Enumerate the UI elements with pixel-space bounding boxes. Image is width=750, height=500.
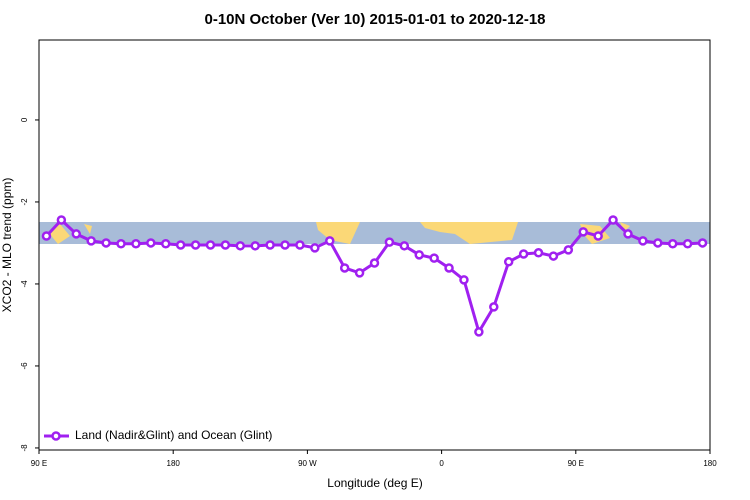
marker <box>41 231 52 241</box>
x-tick-label: 90 E <box>568 459 584 468</box>
marker <box>489 302 499 312</box>
marker <box>86 236 96 246</box>
y-tick-label: -8 <box>20 444 29 452</box>
marker <box>638 236 648 246</box>
marker <box>220 240 231 250</box>
marker <box>653 238 663 248</box>
marker <box>503 257 514 267</box>
x-axis-label: Longitude (deg E) <box>327 476 422 490</box>
marker <box>160 239 171 249</box>
marker <box>175 240 186 250</box>
marker <box>697 238 708 248</box>
marker <box>146 238 156 248</box>
marker <box>414 250 424 260</box>
y-tick-label: -4 <box>20 280 29 288</box>
legend-label: Land (Nadir&Glint) and Ocean (Glint) <box>75 428 272 442</box>
marker <box>71 229 82 239</box>
marker <box>354 268 365 278</box>
y-tick-label: -2 <box>20 198 29 206</box>
marker <box>384 237 395 247</box>
marker <box>250 241 260 251</box>
marker <box>474 327 484 337</box>
x-tick-label: 90 E <box>31 459 47 468</box>
marker <box>310 243 320 253</box>
marker <box>295 240 305 250</box>
plot-frame <box>38 39 711 451</box>
marker <box>444 263 454 273</box>
marker <box>682 239 693 249</box>
marker <box>280 240 290 250</box>
y-tick-label: -6 <box>20 362 29 370</box>
marker <box>101 238 111 248</box>
marker <box>399 241 410 251</box>
marker <box>533 248 544 258</box>
marker <box>131 239 141 249</box>
marker <box>548 251 559 261</box>
marker <box>205 240 216 250</box>
marker <box>459 275 469 285</box>
marker <box>518 249 529 259</box>
legend-marker <box>51 431 61 441</box>
x-tick-label: 180 <box>167 459 181 468</box>
marker <box>190 240 201 250</box>
y-tick-label: 0 <box>20 117 29 122</box>
x-tick-label: 90 W <box>298 459 317 468</box>
marker <box>56 215 67 225</box>
marker <box>116 239 126 249</box>
marker <box>578 227 589 237</box>
map-strip <box>39 222 710 244</box>
marker <box>593 231 603 241</box>
chart-title: 0-10N October (Ver 10) 2015-01-01 to 202… <box>204 11 545 28</box>
marker <box>369 258 380 268</box>
marker <box>265 240 275 250</box>
marker <box>235 241 246 251</box>
marker <box>429 253 439 263</box>
x-tick-label: 0 <box>439 459 444 468</box>
marker <box>563 245 574 255</box>
marker <box>608 215 618 225</box>
y-axis-label: XCO2 - MLO trend (ppm) <box>0 178 14 313</box>
marker <box>667 239 678 249</box>
marker <box>325 236 335 246</box>
x-tick-label: 180 <box>703 459 717 468</box>
marker <box>339 263 350 273</box>
marker <box>623 229 633 239</box>
